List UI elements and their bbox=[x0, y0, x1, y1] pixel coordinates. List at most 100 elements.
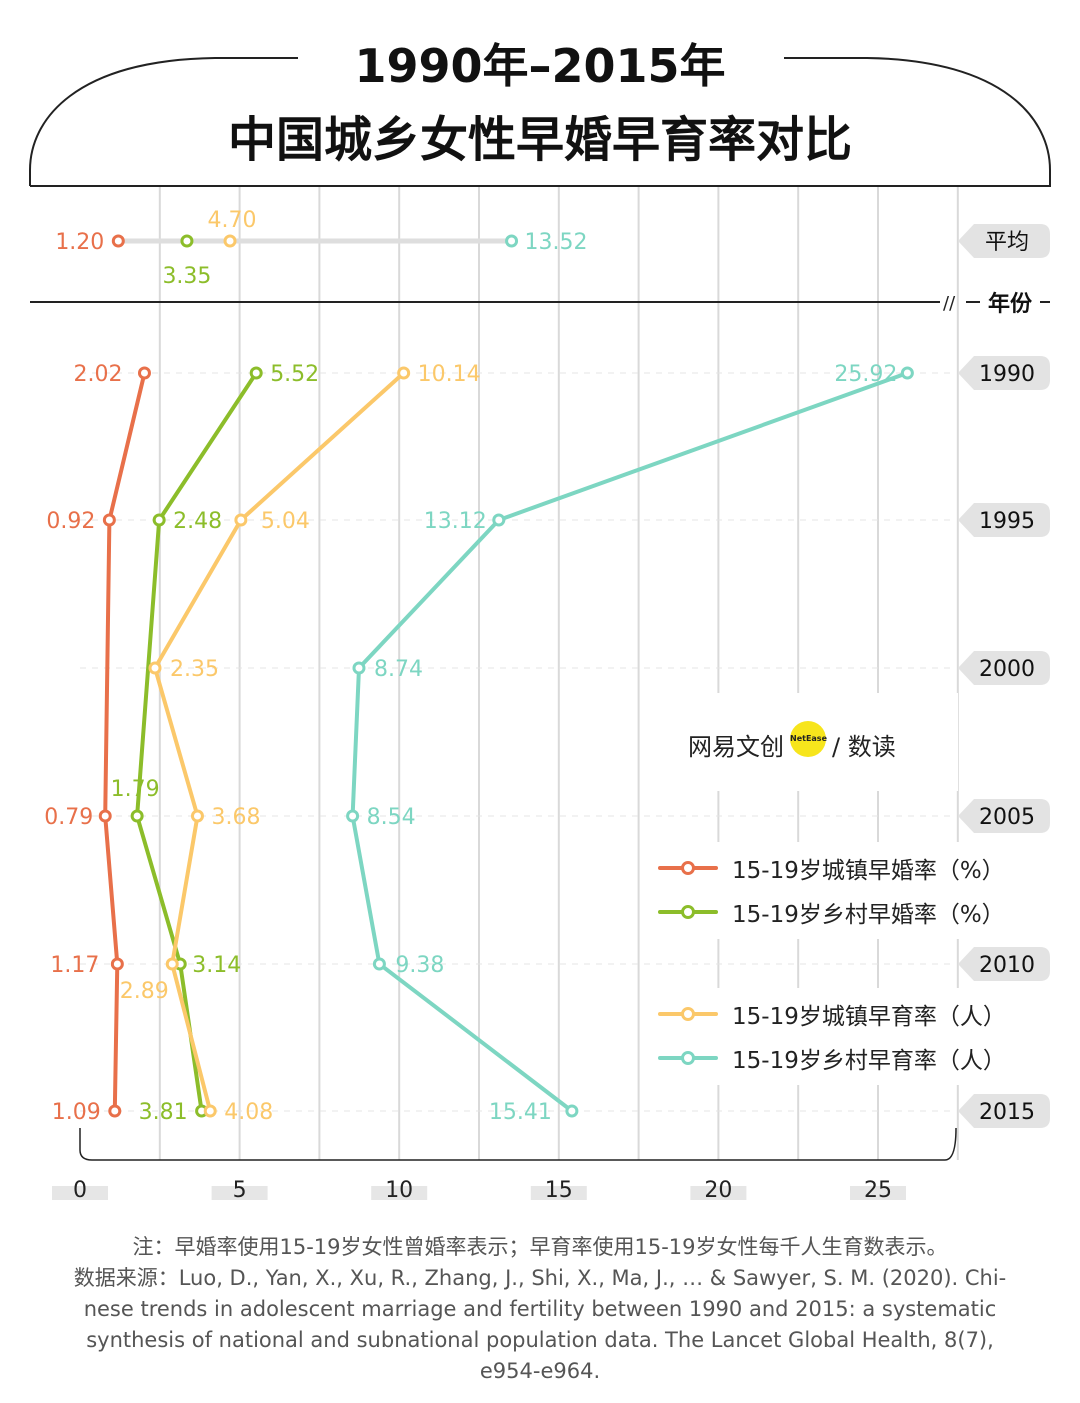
year-row-tag-background bbox=[958, 947, 1050, 981]
tick-label-underlay bbox=[530, 1186, 587, 1200]
data-value-label: 5.52 bbox=[270, 362, 319, 387]
tick-label-underlay bbox=[371, 1186, 428, 1200]
data-point-rural_marriage bbox=[130, 809, 144, 823]
data-value-label: 3.14 bbox=[192, 953, 241, 978]
legend-birth: 15-19岁城镇早育率（人） 15-19岁乡村早育率（人） bbox=[640, 988, 1042, 1085]
data-value-label: 3.68 bbox=[211, 805, 260, 830]
data-value-label: 2.35 bbox=[170, 657, 219, 682]
year-row-tag: 2015 bbox=[979, 1100, 1035, 1125]
data-value-label: 15.41 bbox=[489, 1100, 552, 1125]
series-line-urban_birth bbox=[153, 371, 406, 1113]
series-line-rural_birth bbox=[350, 371, 910, 1113]
data-point-rural_birth bbox=[900, 366, 914, 380]
footnote-source-line: synthesis of national and subnational po… bbox=[86, 1328, 994, 1352]
footnote: 注：早婚率使用15-19岁女性曾婚率表示；早育率使用15-19岁女性每千人生育数… bbox=[30, 1232, 1050, 1387]
data-point-urban_birth bbox=[190, 809, 204, 823]
legend-label: 15-19岁乡村早育率（人） bbox=[732, 1048, 1006, 1074]
axis-break-mark: // bbox=[943, 293, 956, 314]
average-point-urban_marriage bbox=[111, 234, 125, 248]
tick-label-underlay bbox=[690, 1186, 747, 1200]
legend-swatch-rural-marriage bbox=[658, 905, 718, 919]
data-value-label: 4.08 bbox=[224, 1100, 273, 1125]
row-header-label: 年份 bbox=[988, 291, 1033, 317]
year-row-tag: 1990 bbox=[979, 362, 1035, 387]
logo-text-secondary: / 数读 bbox=[832, 733, 896, 761]
footnote-source-line: 数据来源：Luo, D., Yan, X., Xu, R., Zhang, J.… bbox=[73, 1266, 1007, 1290]
year-row-tag-background bbox=[958, 651, 1050, 685]
x-tick-label: 10 bbox=[385, 1178, 413, 1203]
x-tick-label: 15 bbox=[545, 1178, 573, 1203]
year-row-tag: 1995 bbox=[979, 509, 1035, 534]
tick-label-underlay bbox=[850, 1186, 906, 1200]
legend-item-urban-birth: 15-19岁城镇早育率（人） bbox=[640, 994, 1006, 1034]
axis-bracket bbox=[79, 1127, 957, 1161]
average-point-rural_birth bbox=[505, 234, 519, 248]
brand-logo: 网易文创 NetEase / 数读 bbox=[640, 693, 958, 791]
data-point-urban_birth bbox=[234, 513, 248, 527]
year-row-tag-background bbox=[958, 356, 1050, 390]
average-value-label: 1.20 bbox=[55, 230, 104, 255]
tick-label-underlay bbox=[52, 1186, 108, 1200]
x-tick-label: 25 bbox=[864, 1178, 892, 1203]
legend-swatch-rural-birth bbox=[658, 1051, 718, 1065]
data-point-rural_birth bbox=[565, 1104, 579, 1118]
legend-label: 15-19岁乡村早婚率（%） bbox=[732, 902, 1005, 928]
data-point-urban_marriage bbox=[137, 366, 151, 380]
average-row-tag-background bbox=[958, 224, 1050, 258]
average-row-tag: 平均 bbox=[985, 230, 1029, 255]
tick-label-underlay bbox=[211, 1186, 268, 1200]
chart-canvas: // 年份 0 5 10 15 20 25 平均 1990 1995 2000 2005 2010 2015… bbox=[29, 57, 1051, 1203]
data-point-urban_marriage bbox=[108, 1104, 122, 1118]
data-point-urban_birth bbox=[165, 957, 179, 971]
data-value-label: 2.48 bbox=[173, 509, 222, 534]
legend-item-rural-birth: 15-19岁乡村早育率（人） bbox=[640, 1038, 1006, 1078]
chart-title-line1: 1990年–2015年 bbox=[354, 39, 726, 93]
year-row-tag: 2005 bbox=[979, 805, 1035, 830]
data-point-urban_birth bbox=[203, 1104, 217, 1118]
year-row-tag-background bbox=[958, 799, 1050, 833]
average-point-urban_birth bbox=[223, 234, 237, 248]
legend-label: 15-19岁城镇早育率（人） bbox=[732, 1004, 1006, 1030]
data-point-rural_birth bbox=[372, 957, 386, 971]
data-value-label: 1.79 bbox=[111, 777, 160, 802]
data-value-label: 25.92 bbox=[834, 362, 897, 387]
year-row-tag: 2010 bbox=[979, 953, 1035, 978]
footnote-source-line: nese trends in adolescent marriage and f… bbox=[83, 1297, 997, 1321]
x-tick-label: 20 bbox=[704, 1178, 732, 1203]
data-value-label: 13.12 bbox=[424, 509, 487, 534]
data-value-label: 8.54 bbox=[367, 805, 416, 830]
title-frame bbox=[29, 57, 1051, 187]
data-point-urban_birth bbox=[397, 366, 411, 380]
data-point-rural_marriage bbox=[152, 513, 166, 527]
year-row-tag: 2000 bbox=[979, 657, 1035, 682]
data-value-label: 10.14 bbox=[418, 362, 481, 387]
logo-text: 网易文创 bbox=[688, 733, 784, 761]
footnote-note: 注：早婚率使用15-19岁女性曾婚率表示；早育率使用15-19岁女性每千人生育数… bbox=[132, 1235, 948, 1259]
data-point-rural_birth bbox=[352, 661, 366, 675]
year-row-tag-background bbox=[958, 503, 1050, 537]
data-point-rural_marriage bbox=[249, 366, 263, 380]
data-point-urban_marriage bbox=[98, 809, 112, 823]
data-point-urban_marriage bbox=[110, 957, 124, 971]
average-value-label: 13.52 bbox=[525, 230, 588, 255]
year-row-tag-background bbox=[958, 1094, 1050, 1128]
data-value-label: 1.09 bbox=[52, 1100, 101, 1125]
x-tick-label: 5 bbox=[233, 1178, 247, 1203]
data-value-label: 0.79 bbox=[44, 805, 93, 830]
legend-label: 15-19岁城镇早婚率（%） bbox=[732, 858, 1005, 884]
data-value-label: 1.17 bbox=[50, 953, 99, 978]
data-value-label: 5.04 bbox=[261, 509, 310, 534]
data-point-urban_birth bbox=[148, 661, 162, 675]
average-value-label: 4.70 bbox=[208, 208, 257, 233]
data-value-label: 8.74 bbox=[374, 657, 423, 682]
average-value-label: 3.35 bbox=[162, 264, 211, 289]
data-value-label: 2.89 bbox=[120, 979, 169, 1004]
data-value-label: 0.92 bbox=[46, 509, 95, 534]
legend-swatch-urban-birth bbox=[658, 1007, 718, 1021]
legend-item-urban-marriage: 15-19岁城镇早婚率（%） bbox=[640, 848, 1005, 888]
x-tick-label: 0 bbox=[73, 1178, 87, 1203]
chart-title-line2: 中国城乡女性早婚早育率对比 bbox=[227, 112, 852, 168]
legend-marriage: 15-19岁城镇早婚率（%） 15-19岁乡村早婚率（%） bbox=[640, 842, 1042, 939]
average-point-rural_marriage bbox=[180, 234, 194, 248]
data-point-rural_birth bbox=[492, 513, 506, 527]
